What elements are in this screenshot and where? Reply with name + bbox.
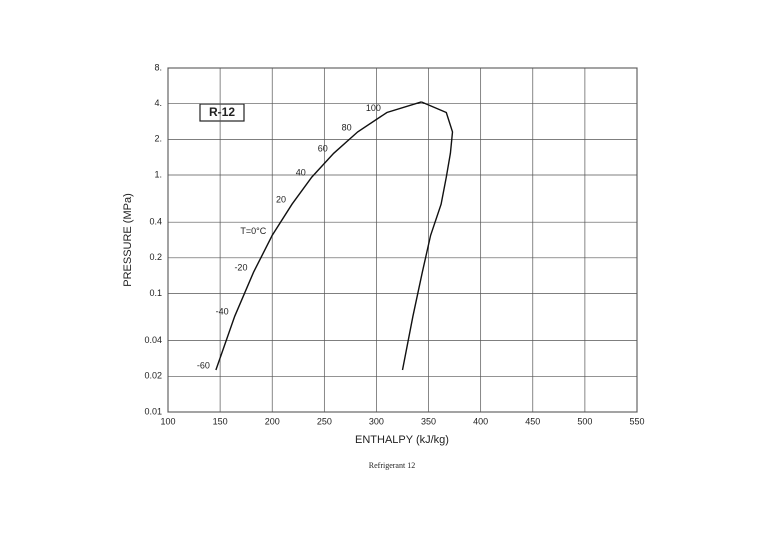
x-tick-label: 400: [473, 416, 488, 426]
x-tick-label: 250: [317, 416, 332, 426]
saturation-line: [401, 101, 454, 371]
temperature-label: 40: [296, 167, 306, 177]
x-tick-label: 150: [213, 416, 228, 426]
temperature-label: 100: [366, 103, 381, 113]
x-tick-label: 550: [629, 416, 644, 426]
x-tick-label: 100: [160, 416, 175, 426]
x-axis-title: ENTHALPY (kJ/kg): [355, 434, 449, 446]
x-tick-label: 300: [369, 416, 384, 426]
y-tick-label: 8.: [154, 62, 162, 72]
temperature-label: -60: [197, 360, 210, 370]
y-tick-label: 2.: [154, 134, 162, 144]
x-tick-label: 500: [577, 416, 592, 426]
chart-title: R-12: [209, 105, 235, 119]
x-tick-label: 350: [421, 416, 436, 426]
x-tick-label: 200: [265, 416, 280, 426]
temperature-label: 60: [318, 144, 328, 154]
temperature-label: 80: [342, 122, 352, 132]
y-tick-label: 0.02: [144, 371, 162, 381]
y-tick-label: 0.1: [149, 288, 162, 298]
temperature-label: -20: [234, 263, 247, 273]
y-tick-label: 0.4: [149, 217, 162, 227]
temperature-label: 20: [276, 195, 286, 205]
y-tick-label: 1.: [154, 169, 162, 179]
temperature-label: -40: [216, 307, 229, 317]
x-tick-label: 450: [525, 416, 540, 426]
temperature-label: T=0°C: [240, 226, 266, 236]
caption: Refrigerant 12: [369, 461, 415, 470]
y-tick-label: 4.: [154, 98, 162, 108]
y-tick-label: 0.01: [144, 406, 162, 416]
y-tick-label: 0.04: [144, 335, 162, 345]
y-axis-title: PRESSURE (MPa): [122, 193, 134, 287]
y-tick-label: 0.2: [149, 252, 162, 262]
saturation-line: [215, 101, 422, 371]
